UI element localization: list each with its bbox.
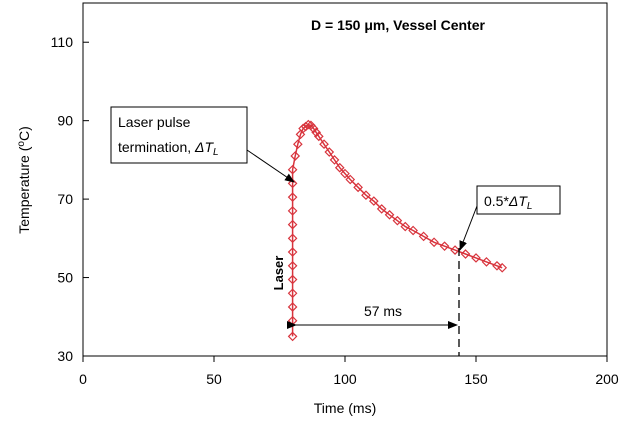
x-tick-label: 50 <box>206 371 222 387</box>
data-point <box>450 245 460 255</box>
y-axis-ticks: 30 50 70 90 110 <box>51 34 89 364</box>
y-tick-label: 90 <box>57 113 73 129</box>
half-delta-box <box>476 185 561 215</box>
temperature-curve <box>291 123 503 337</box>
data-point <box>287 219 298 230</box>
data-point <box>368 196 379 206</box>
data-point <box>329 155 340 165</box>
data-point <box>298 123 308 134</box>
data-point <box>319 139 329 150</box>
data-point <box>287 288 298 299</box>
laser-vertical-label: Laser <box>271 256 286 291</box>
data-point <box>287 260 298 271</box>
data-point <box>334 162 345 173</box>
x-tick-label: 150 <box>464 371 488 387</box>
data-point <box>460 249 471 259</box>
x-axis-title: Time (ms) <box>314 400 376 416</box>
data-point <box>384 209 395 220</box>
y-tick-label: 50 <box>57 270 73 286</box>
y-tick-label: 70 <box>57 191 73 207</box>
y-tick-label: 110 <box>51 34 74 50</box>
plot-frame <box>82 2 608 357</box>
data-point <box>353 182 363 193</box>
data-point <box>290 151 301 161</box>
data-point <box>324 147 335 157</box>
data-point <box>308 123 319 134</box>
data-point <box>287 247 298 257</box>
data-point <box>287 233 298 244</box>
data-point <box>376 204 387 214</box>
data-point <box>287 206 298 216</box>
half-delta-arrow <box>459 205 478 251</box>
data-point <box>492 260 502 271</box>
data-point <box>392 215 403 226</box>
half-delta-label: 0.5*ΔTL <box>484 193 532 212</box>
x-axis-ticks: 0 50 100 150 200 <box>79 356 619 387</box>
data-point <box>300 121 311 132</box>
data-point <box>400 221 411 232</box>
half-delta-callout: 0.5*ΔTL <box>459 185 561 251</box>
data-point <box>287 302 298 312</box>
data-point <box>439 241 450 252</box>
laser-termination-line1: Laser pulse <box>118 114 191 130</box>
data-point <box>418 231 429 242</box>
x-tick-label: 200 <box>595 371 619 387</box>
temperature-points <box>287 119 508 342</box>
data-point <box>292 139 303 150</box>
data-point <box>340 168 350 179</box>
x-tick-label: 100 <box>333 371 357 387</box>
chart-title: D = 150 μm, Vessel Center <box>311 17 485 33</box>
laser-termination-callout: Laser pulse termination, ΔTL <box>110 106 295 183</box>
data-point <box>313 131 324 142</box>
y-tick-label: 30 <box>57 348 73 364</box>
data-point <box>429 237 439 248</box>
data-point <box>361 190 371 201</box>
data-point <box>345 174 356 185</box>
data-point <box>471 253 481 263</box>
y-axis-title: Temperature (oC) <box>16 126 32 234</box>
interval-label: 57 ms <box>364 303 402 319</box>
data-point <box>303 119 314 130</box>
data-point <box>287 331 298 342</box>
data-point <box>311 127 322 138</box>
data-point <box>287 274 298 285</box>
x-tick-label: 0 <box>79 371 87 387</box>
laser-termination-line2: termination, ΔTL <box>118 139 219 158</box>
laser-termination-arrow <box>246 149 295 183</box>
laser-termination-box <box>110 106 248 164</box>
data-point <box>497 262 508 273</box>
data-point <box>481 257 492 267</box>
data-point <box>408 225 418 236</box>
interval-marker: 57 ms <box>287 303 458 329</box>
data-point <box>287 192 298 202</box>
